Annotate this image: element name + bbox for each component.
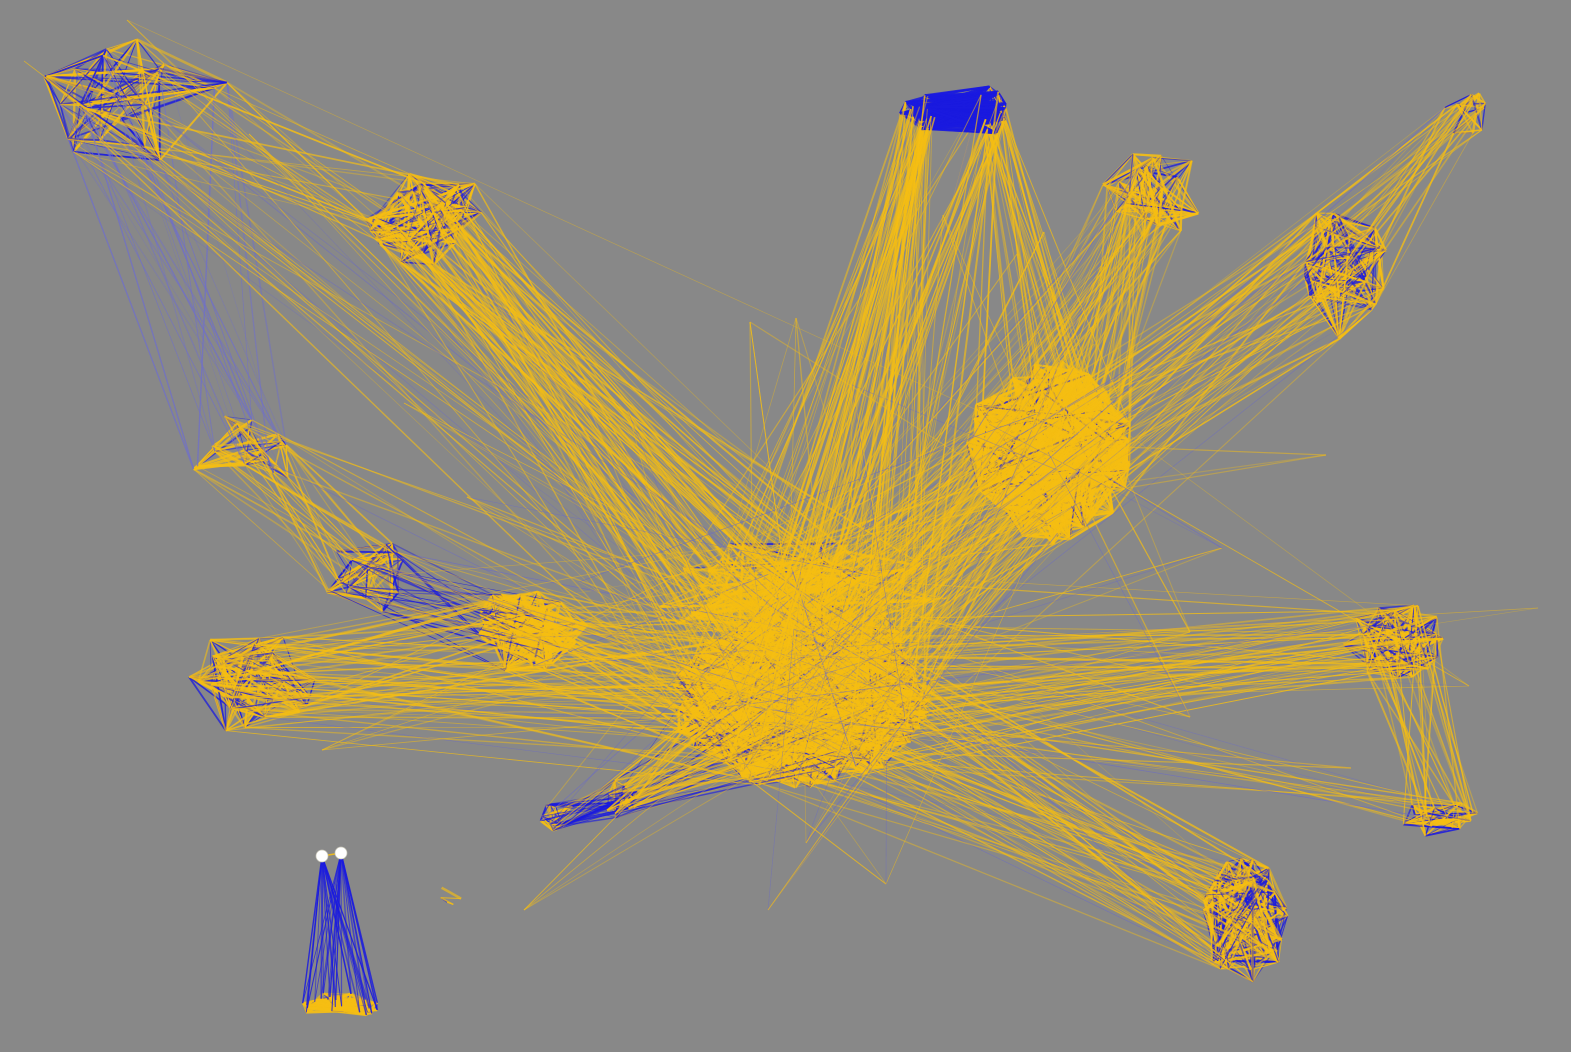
graph-edge xyxy=(67,67,160,140)
graph-edge xyxy=(349,585,399,594)
graph-edge xyxy=(46,75,228,83)
graph-edge xyxy=(197,449,246,468)
graph-edge xyxy=(336,544,387,553)
graph-edge xyxy=(46,69,142,78)
graph-edge xyxy=(225,708,233,731)
graph-edge xyxy=(336,550,353,561)
graph-edge xyxy=(336,559,353,580)
graph-edge xyxy=(431,220,445,243)
graph-edge xyxy=(84,103,145,109)
graph-edge xyxy=(214,432,279,453)
graph-edge xyxy=(422,182,445,239)
graph-edge xyxy=(336,550,398,554)
graph-edge xyxy=(211,656,227,731)
graph-edge xyxy=(244,444,287,451)
graph-edge xyxy=(163,63,215,89)
graph-edge xyxy=(103,54,215,89)
graph-edge xyxy=(197,680,234,699)
graph-edge xyxy=(389,558,404,569)
graph-edge xyxy=(158,67,228,84)
graph-edge xyxy=(223,658,308,706)
graph-edge xyxy=(67,38,138,140)
graph-edge xyxy=(504,662,552,669)
graph-edge xyxy=(43,76,61,105)
graph-edge xyxy=(445,202,466,209)
graph-edge xyxy=(84,93,116,109)
graph-edge xyxy=(209,639,244,657)
graph-edge xyxy=(188,676,227,732)
graph-edge xyxy=(508,630,534,667)
graph-edge xyxy=(365,597,384,612)
graph-edge xyxy=(46,68,76,77)
graph-edge xyxy=(212,638,259,657)
graph-edge xyxy=(223,638,260,660)
graph-edge xyxy=(98,63,166,141)
graph-edge xyxy=(144,81,228,106)
graph-edge xyxy=(306,679,316,706)
graph-edge xyxy=(367,560,400,594)
graph-edge xyxy=(136,39,160,69)
graph-edge xyxy=(106,38,138,50)
graph-edge xyxy=(224,416,252,421)
graph-edge xyxy=(445,184,461,204)
graph-edge xyxy=(408,183,476,242)
graph-edge xyxy=(256,670,311,698)
graph-edge xyxy=(231,708,246,729)
graph-edge xyxy=(231,695,311,710)
graph-edge xyxy=(197,459,269,467)
graph-edge xyxy=(59,104,69,140)
graph-edge xyxy=(136,38,165,65)
graph-edge xyxy=(60,103,161,161)
graph-edge xyxy=(225,708,257,732)
graph-edge xyxy=(407,186,457,242)
graph-edge xyxy=(231,708,265,718)
graph-edge xyxy=(210,684,227,731)
graph-edge xyxy=(236,423,246,451)
graph-edge xyxy=(197,639,211,682)
edge-layer xyxy=(23,19,1539,1017)
graph-edge xyxy=(464,183,476,208)
graph-edge xyxy=(212,440,282,447)
graph-edge xyxy=(340,560,353,583)
graph-edge xyxy=(46,75,116,96)
graph-edge xyxy=(348,566,373,588)
graph-edge xyxy=(373,190,414,219)
graph-edge xyxy=(285,444,289,478)
graph-edge xyxy=(136,38,228,84)
graph-edge xyxy=(224,696,231,709)
graph-edge xyxy=(214,440,282,453)
graph-edge xyxy=(210,636,284,641)
graph-edge xyxy=(532,648,564,667)
graph-edge xyxy=(43,54,104,78)
graph-edge xyxy=(232,697,246,728)
graph-edge xyxy=(439,211,482,231)
graph-edge xyxy=(364,566,374,599)
graph-edge xyxy=(79,48,108,106)
graph-edge xyxy=(381,592,399,612)
graph-edge xyxy=(209,639,212,685)
graph-edge xyxy=(373,173,410,218)
